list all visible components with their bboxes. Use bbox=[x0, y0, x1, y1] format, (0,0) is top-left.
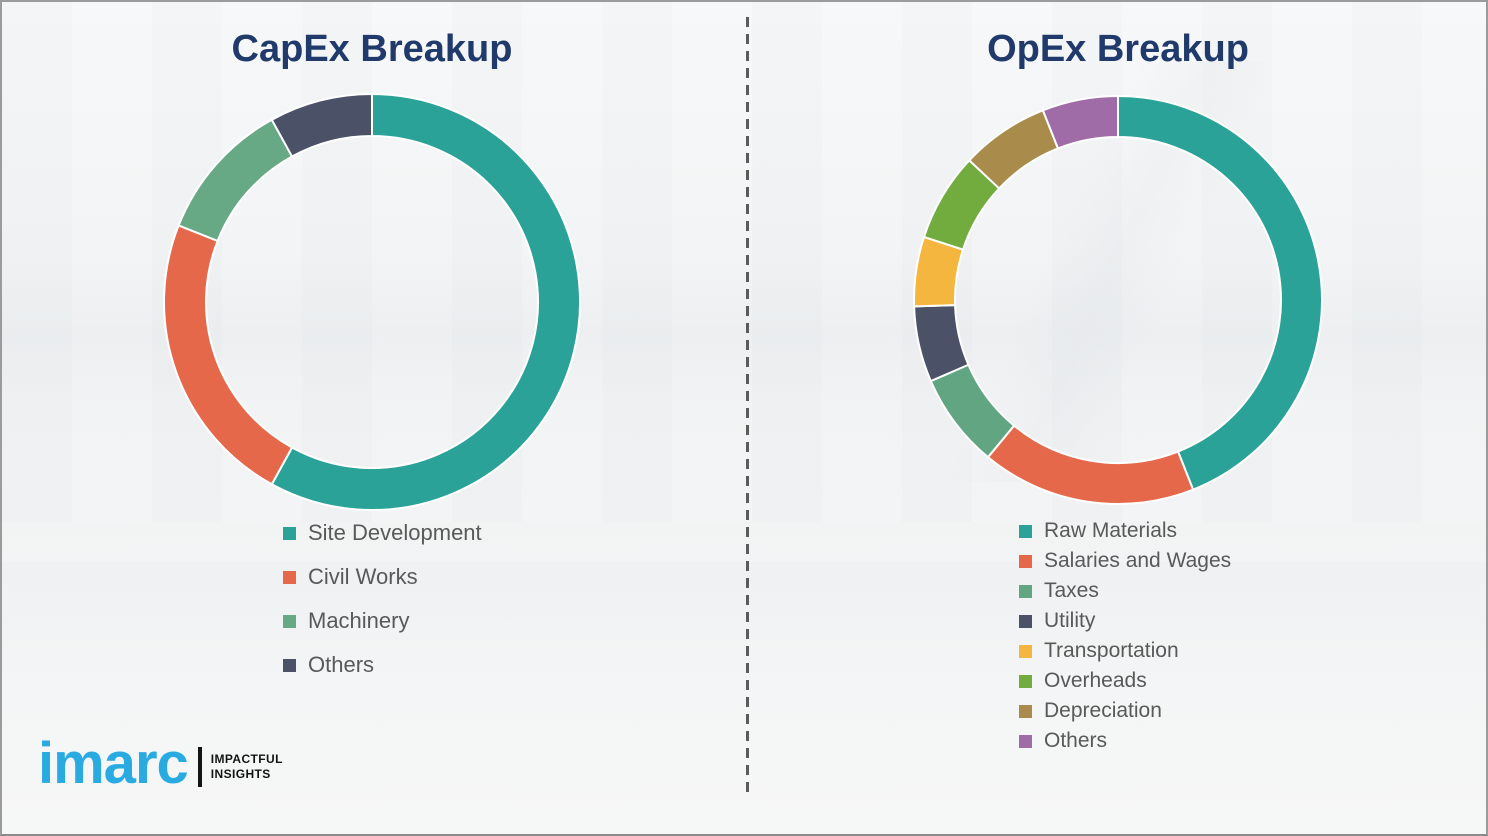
vertical-dashed-divider bbox=[746, 17, 749, 792]
capex-donut-chart bbox=[163, 93, 581, 511]
legend-label: Taxes bbox=[1044, 579, 1099, 602]
opex-legend: Raw Materials Salaries and Wages Taxes Util… bbox=[1019, 516, 1231, 756]
legend-label: Machinery bbox=[308, 608, 410, 633]
legend-swatch-icon bbox=[1019, 614, 1032, 628]
donut-segment-others bbox=[270, 93, 373, 158]
logo-tagline-line2: INSIGHTS bbox=[210, 767, 271, 782]
legend-swatch-icon bbox=[1019, 734, 1032, 748]
legend-label: Civil Works bbox=[308, 564, 418, 589]
legend-item-depreciation: Depreciation bbox=[1019, 696, 1231, 726]
logo-tagline-line1: IMPACTFUL bbox=[210, 751, 283, 766]
legend-label: Raw Materials bbox=[1044, 519, 1178, 542]
donut-segment-others bbox=[1041, 95, 1119, 150]
legend-swatch-icon bbox=[1019, 524, 1032, 538]
legend-swatch-icon bbox=[1019, 554, 1032, 568]
logo-divider-bar bbox=[197, 747, 202, 788]
legend-item-utility: Utility bbox=[1019, 606, 1231, 636]
legend-label: Others bbox=[1044, 729, 1108, 752]
legend-swatch-icon bbox=[283, 658, 296, 672]
legend-label: Utility bbox=[1044, 609, 1096, 632]
legend-swatch-icon bbox=[1019, 584, 1032, 598]
legend-swatch-icon bbox=[1019, 704, 1032, 718]
legend-label: Salaries and Wages bbox=[1044, 549, 1232, 572]
legend-swatch-icon bbox=[283, 614, 296, 628]
opex-donut-chart bbox=[913, 95, 1323, 505]
logo-tagline: IMPACTFUL INSIGHTS bbox=[211, 752, 283, 783]
donut-segment-civil-works bbox=[163, 224, 294, 486]
legend-swatch-icon bbox=[283, 570, 296, 584]
legend-label: Site Development bbox=[308, 520, 482, 545]
legend-item-site-development: Site Development bbox=[283, 511, 482, 555]
legend-item-others: Others bbox=[283, 643, 482, 687]
legend-label: Overheads bbox=[1044, 669, 1147, 692]
legend-item-transportation: Transportation bbox=[1019, 636, 1231, 666]
legend-swatch-icon bbox=[1019, 644, 1032, 658]
donut-segment-salaries-and-wages bbox=[986, 424, 1195, 505]
legend-label: Transportation bbox=[1044, 639, 1179, 662]
legend-item-taxes: Taxes bbox=[1019, 576, 1231, 606]
legend-item-overheads: Overheads bbox=[1019, 666, 1231, 696]
donut-segment-machinery bbox=[177, 118, 294, 242]
donut-segment-site-development bbox=[270, 93, 581, 511]
legend-item-raw-materials: Raw Materials bbox=[1019, 516, 1231, 546]
legend-label: Depreciation bbox=[1044, 699, 1162, 722]
watermark-floor bbox=[2, 562, 1486, 682]
legend-item-civil-works: Civil Works bbox=[283, 555, 482, 599]
legend-swatch-icon bbox=[1019, 674, 1032, 688]
capex-legend: Site Development Civil Works Machinery Othe… bbox=[283, 511, 482, 687]
legend-label: Others bbox=[308, 652, 375, 677]
donut-segment-raw-materials bbox=[1117, 95, 1323, 491]
capex-chart-title: CapEx Breakup bbox=[231, 28, 513, 70]
legend-item-machinery: Machinery bbox=[283, 599, 482, 643]
legend-swatch-icon bbox=[283, 526, 296, 540]
legend-item-salaries-and-wages: Salaries and Wages bbox=[1019, 546, 1231, 576]
legend-item-others: Others bbox=[1019, 726, 1231, 756]
imarc-logo: imarc IMPACTFUL INSIGHTS bbox=[38, 731, 283, 796]
imarc-logo-wordmark: imarc bbox=[38, 731, 189, 796]
opex-chart-title: OpEx Breakup bbox=[987, 28, 1249, 70]
